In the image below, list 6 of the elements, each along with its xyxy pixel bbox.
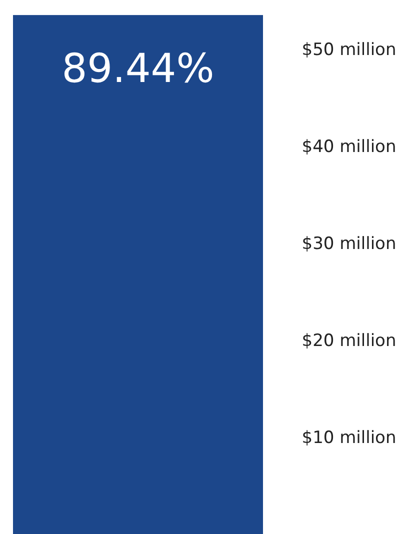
annotation: 89.44% [62, 46, 214, 92]
y-tick-label: $20 million [302, 330, 396, 351]
y-tick-label: $50 million [302, 40, 396, 60]
y-tick-label: $10 million [302, 428, 396, 448]
y-tick-label: $30 million [302, 234, 396, 254]
y-tick-label: $40 million [302, 136, 396, 157]
